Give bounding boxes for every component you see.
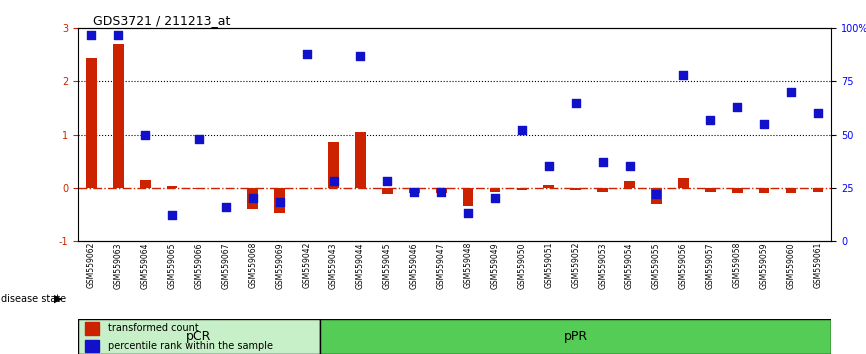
Bar [624,181,635,188]
Point [407,189,421,195]
Text: percentile rank within the sample: percentile rank within the sample [108,341,273,351]
Bar [705,188,715,192]
Bar [194,188,204,189]
Bar [409,188,420,193]
Bar [320,319,831,354]
Point [380,178,394,184]
Point [219,204,233,210]
Bar [86,57,97,188]
Bar [516,188,527,190]
Bar [598,188,608,192]
Point [569,100,583,105]
Bar [86,322,99,335]
Text: transformed count: transformed count [108,323,199,333]
Point [650,191,663,197]
Point [623,164,637,169]
Point [353,53,367,59]
Bar [248,188,258,209]
Point [462,210,475,216]
Bar [382,188,393,194]
Point [273,200,287,205]
Text: pCR: pCR [186,330,211,343]
Bar [759,188,770,193]
Bar [571,188,581,190]
Text: GDS3721 / 211213_at: GDS3721 / 211213_at [93,14,230,27]
Bar [651,188,662,204]
Bar [355,132,365,188]
Point [488,195,502,201]
Bar [812,188,824,192]
Point [246,195,260,201]
Point [326,178,340,184]
Bar [436,188,447,193]
Bar [678,178,688,188]
Bar [113,44,124,188]
Bar [167,186,178,188]
Point [542,164,556,169]
Bar [462,188,474,206]
Text: pPR: pPR [564,330,588,343]
Bar [544,185,554,188]
Point [515,127,529,133]
Point [139,132,152,137]
Bar [785,188,797,193]
Bar [139,180,151,188]
Bar [86,340,99,352]
Bar [275,188,285,213]
Point [192,136,206,142]
Point [730,104,744,110]
Point [112,32,126,38]
Point [300,51,313,57]
Point [811,110,824,116]
Bar [489,188,501,192]
Bar [328,143,339,188]
Point [596,159,610,165]
Text: disease state: disease state [1,294,66,304]
Bar [732,188,742,193]
Text: ▶: ▶ [54,294,62,304]
Point [784,89,798,95]
Point [757,121,771,127]
Point [434,189,448,195]
Bar [78,319,320,354]
Point [676,72,690,78]
Point [85,32,99,38]
Point [703,117,717,122]
Point [165,212,179,218]
